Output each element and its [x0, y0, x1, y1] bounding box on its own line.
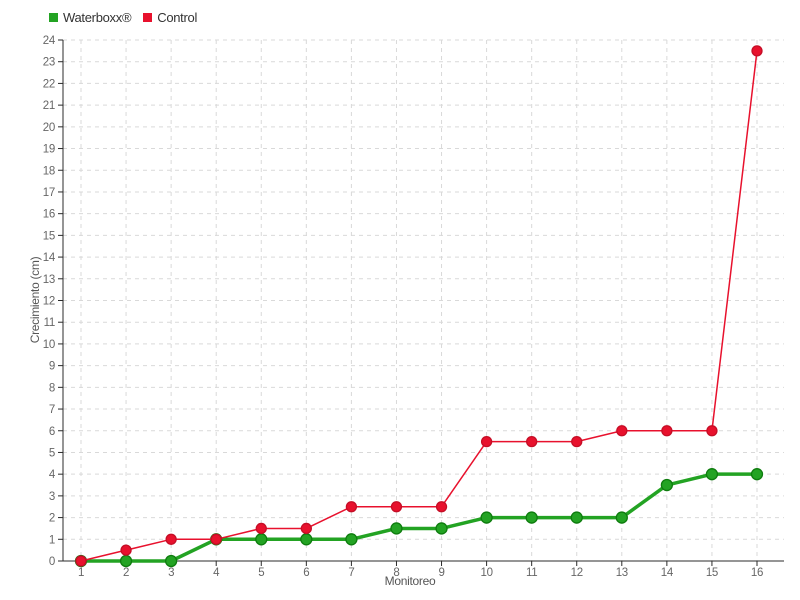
x-tick-label: 5	[258, 567, 264, 579]
x-axis-ticks: 1 2 3 4 5 6 7 8 9 10 11 12 13 14 15 16	[78, 561, 763, 579]
y-tick-label: 15	[43, 230, 55, 242]
y-tick-label: 10	[43, 339, 55, 351]
y-tick-label: 6	[49, 426, 55, 438]
x-tick-label: 8	[393, 567, 399, 579]
x-tick-label: 10	[480, 567, 492, 579]
data-point	[570, 511, 583, 524]
y-tick-label: 12	[43, 296, 55, 308]
data-point	[706, 425, 718, 437]
data-point	[255, 522, 267, 535]
y-tick-label: 3	[49, 491, 55, 503]
data-point	[119, 554, 133, 568]
data-point	[300, 533, 313, 546]
data-point	[165, 533, 177, 545]
chart-legend: Waterboxx® Control	[49, 10, 197, 25]
data-point	[164, 554, 178, 568]
y-tick-label: 1	[49, 534, 55, 546]
x-tick-label: 3	[168, 567, 174, 579]
x-tick-label: 15	[706, 567, 718, 579]
y-tick-label: 22	[43, 78, 55, 90]
data-point	[480, 435, 493, 448]
y-tick-label: 20	[43, 122, 55, 134]
data-point	[255, 533, 268, 546]
x-tick-label: 6	[303, 567, 309, 579]
data-point	[435, 501, 448, 513]
y-tick-label: 11	[44, 317, 55, 329]
data-point	[750, 468, 764, 481]
x-tick-label: 4	[213, 567, 220, 579]
data-point	[660, 478, 674, 492]
control-series-swatch	[143, 13, 153, 22]
data-point	[571, 435, 583, 448]
y-tick-label: 18	[43, 165, 55, 177]
legend-label-waterboxx: Waterboxx®	[63, 10, 132, 25]
data-point	[751, 45, 763, 57]
legend-item-waterboxx[interactable]: Waterboxx®	[49, 10, 132, 25]
y-tick-label: 5	[49, 447, 55, 459]
data-point	[661, 425, 673, 437]
x-tick-label: 16	[751, 567, 763, 579]
x-tick-label: 13	[616, 567, 628, 579]
x-tick-label: 12	[571, 567, 583, 579]
data-point	[435, 522, 448, 535]
waterboxx-series-swatch	[49, 13, 58, 22]
data-point	[390, 501, 403, 513]
series-control	[75, 45, 763, 567]
x-tick-label: 7	[348, 567, 354, 579]
data-point	[525, 511, 538, 524]
x-tick-label: 1	[78, 567, 84, 579]
data-point	[616, 425, 628, 437]
data-point	[705, 468, 719, 481]
x-tick-label: 11	[526, 567, 537, 579]
y-tick-label: 17	[43, 187, 55, 199]
data-point	[75, 555, 87, 567]
data-point	[120, 544, 132, 556]
y-tick-label: 0	[49, 556, 55, 568]
data-point	[390, 522, 403, 535]
x-axis-title: Monitoreo	[384, 574, 436, 588]
data-point	[615, 511, 628, 524]
x-tick-label: 2	[123, 567, 129, 579]
y-tick-label: 13	[43, 274, 55, 286]
x-tick-label: 14	[661, 567, 674, 579]
y-tick-label: 4	[49, 469, 56, 481]
data-point	[345, 533, 358, 546]
legend-item-control[interactable]: Control	[143, 10, 197, 25]
legend-label-control: Control	[157, 10, 198, 25]
y-tick-label: 19	[43, 144, 55, 156]
data-point	[210, 533, 222, 545]
series-line	[80, 50, 758, 562]
series-line	[79, 472, 759, 563]
x-tick-label: 9	[438, 567, 444, 579]
data-point	[526, 435, 538, 448]
data-point	[300, 522, 312, 535]
data-point	[480, 511, 493, 524]
y-tick-label: 7	[49, 404, 55, 416]
y-tick-label: 14	[43, 252, 56, 264]
y-tick-label: 16	[43, 209, 55, 221]
y-tick-label: 2	[49, 513, 55, 525]
y-tick-label: 24	[43, 35, 56, 47]
data-point	[345, 501, 358, 513]
y-tick-label: 21	[43, 100, 55, 112]
y-tick-label: 8	[49, 382, 55, 394]
y-tick-label: 23	[43, 57, 55, 69]
y-tick-label: 9	[49, 361, 55, 373]
